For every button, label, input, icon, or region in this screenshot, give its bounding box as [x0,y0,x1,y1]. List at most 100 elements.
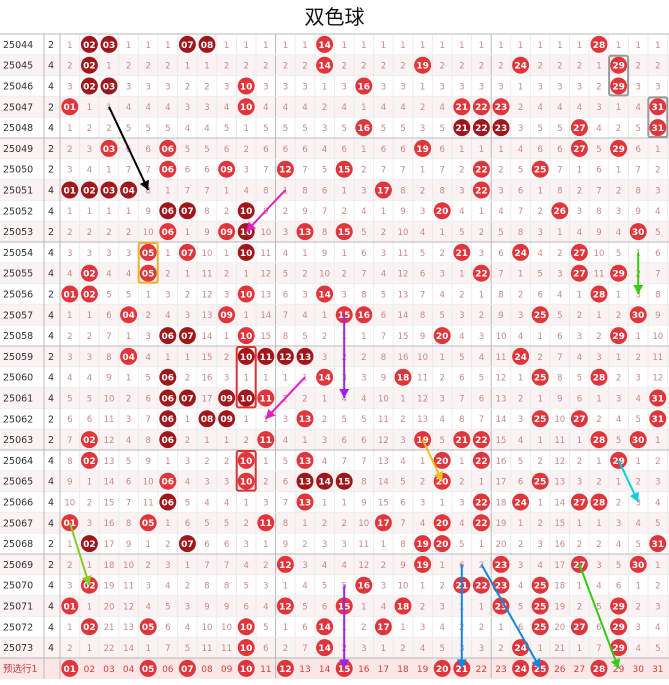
omission-count: 2 [577,186,582,196]
red-ball [472,514,490,532]
omission-count: 1 [596,457,601,467]
red-ball [80,451,98,469]
omission-count: 5 [635,415,640,425]
omission-count: 2 [243,436,248,446]
omission-count: 1 [87,644,92,654]
preselect-number: 03 [103,665,114,675]
omission-count: 1 [224,249,229,259]
red-ball [570,119,588,137]
ball-number: 28 [593,436,606,446]
omission-count: 3 [67,582,72,592]
omission-count: 12 [496,374,507,384]
odd-count: 4 [48,373,54,384]
omission-count: 1 [498,623,503,633]
omission-count: 3 [420,207,425,217]
omission-count: 8 [361,290,366,300]
omission-count: 4 [518,332,523,342]
ball-number: 23 [495,124,508,134]
odd-count: 4 [48,498,54,509]
omission-count: 9 [361,498,366,508]
omission-count: 4 [67,374,72,384]
omission-count: 11 [260,249,271,259]
omission-count: 6 [635,145,640,155]
omission-count: 1 [283,41,288,51]
preselect-number: 12 [279,665,292,675]
omission-count: 9 [322,249,327,259]
omission-count: 1 [420,457,425,467]
repeat-ball [100,77,118,95]
preselect-number: 17 [378,665,389,675]
omission-count: 3 [557,270,562,280]
omission-count: 1 [185,561,190,571]
omission-count: 13 [378,457,389,467]
ball-number: 18 [397,602,410,612]
omission-count: 2 [87,124,92,134]
omission-count: 2 [577,311,582,321]
omission-count: 4 [635,394,640,404]
omission-count: 1 [498,145,503,155]
omission-count: 8 [400,540,405,550]
ball-number: 05 [142,519,155,529]
omission-count: 16 [554,540,565,550]
omission-count: 4 [302,103,307,113]
omission-count: 4 [596,582,601,592]
ball-number: 13 [299,498,312,508]
omission-count: 2 [145,311,150,321]
omission-count: 14 [202,332,213,342]
issue-label: 25066 [3,498,33,509]
omission-count: 1 [322,394,327,404]
omission-count: 2 [361,62,366,72]
odd-count: 2 [48,102,54,113]
omission-count: 6 [400,498,405,508]
ball-number: 02 [83,540,96,550]
omission-count: 3 [439,602,444,612]
omission-count: 3 [420,623,425,633]
omission-count: 4 [439,415,444,425]
ball-number: 27 [573,249,586,259]
omission-count: 1 [577,166,582,176]
red-ball [316,56,334,74]
omission-count: 2 [243,62,248,72]
omission-count: 3 [479,82,484,92]
omission-count: 7 [67,436,72,446]
omission-count: 2 [557,62,562,72]
issue-label: 25046 [3,82,33,93]
omission-count: 15 [260,332,271,342]
omission-count: 4 [400,457,405,467]
ball-number: 17 [377,623,390,633]
omission-count: 5 [635,124,640,134]
omission-count: 6 [106,311,111,321]
red-ball [610,264,628,282]
omission-count: 1 [479,540,484,550]
omission-count: 7 [283,498,288,508]
omission-count: 3 [67,166,72,176]
ball-number: 09 [220,166,233,176]
ball-number: 16 [358,124,371,134]
trend-arrow [265,376,306,420]
red-ball [472,98,490,116]
omission-count: 5 [381,290,386,300]
omission-count: 3 [459,498,464,508]
preselect-number: 28 [593,665,606,675]
omission-count: 3 [655,602,660,612]
omission-count: 12 [260,270,271,280]
red-ball [178,243,196,261]
omission-count: 4 [655,623,660,633]
omission-count: 14 [378,478,389,488]
omission-count: 1 [400,41,405,51]
omission-count: 6 [400,145,405,155]
omission-count: 6 [67,415,72,425]
omission-count: 5 [381,124,386,134]
omission-count: 1 [283,374,288,384]
omission-count: 3 [557,82,562,92]
omission-count: 7 [204,186,209,196]
repeat-ball [178,327,196,345]
omission-count: 15 [378,498,389,508]
omission-count: 4 [616,228,621,238]
odd-count: 4 [48,331,54,342]
red-ball [590,368,608,386]
omission-count: 6 [126,478,131,488]
omission-count: 5 [557,311,562,321]
preselect-number: 24 [514,665,527,675]
odd-count: 2 [48,352,54,363]
